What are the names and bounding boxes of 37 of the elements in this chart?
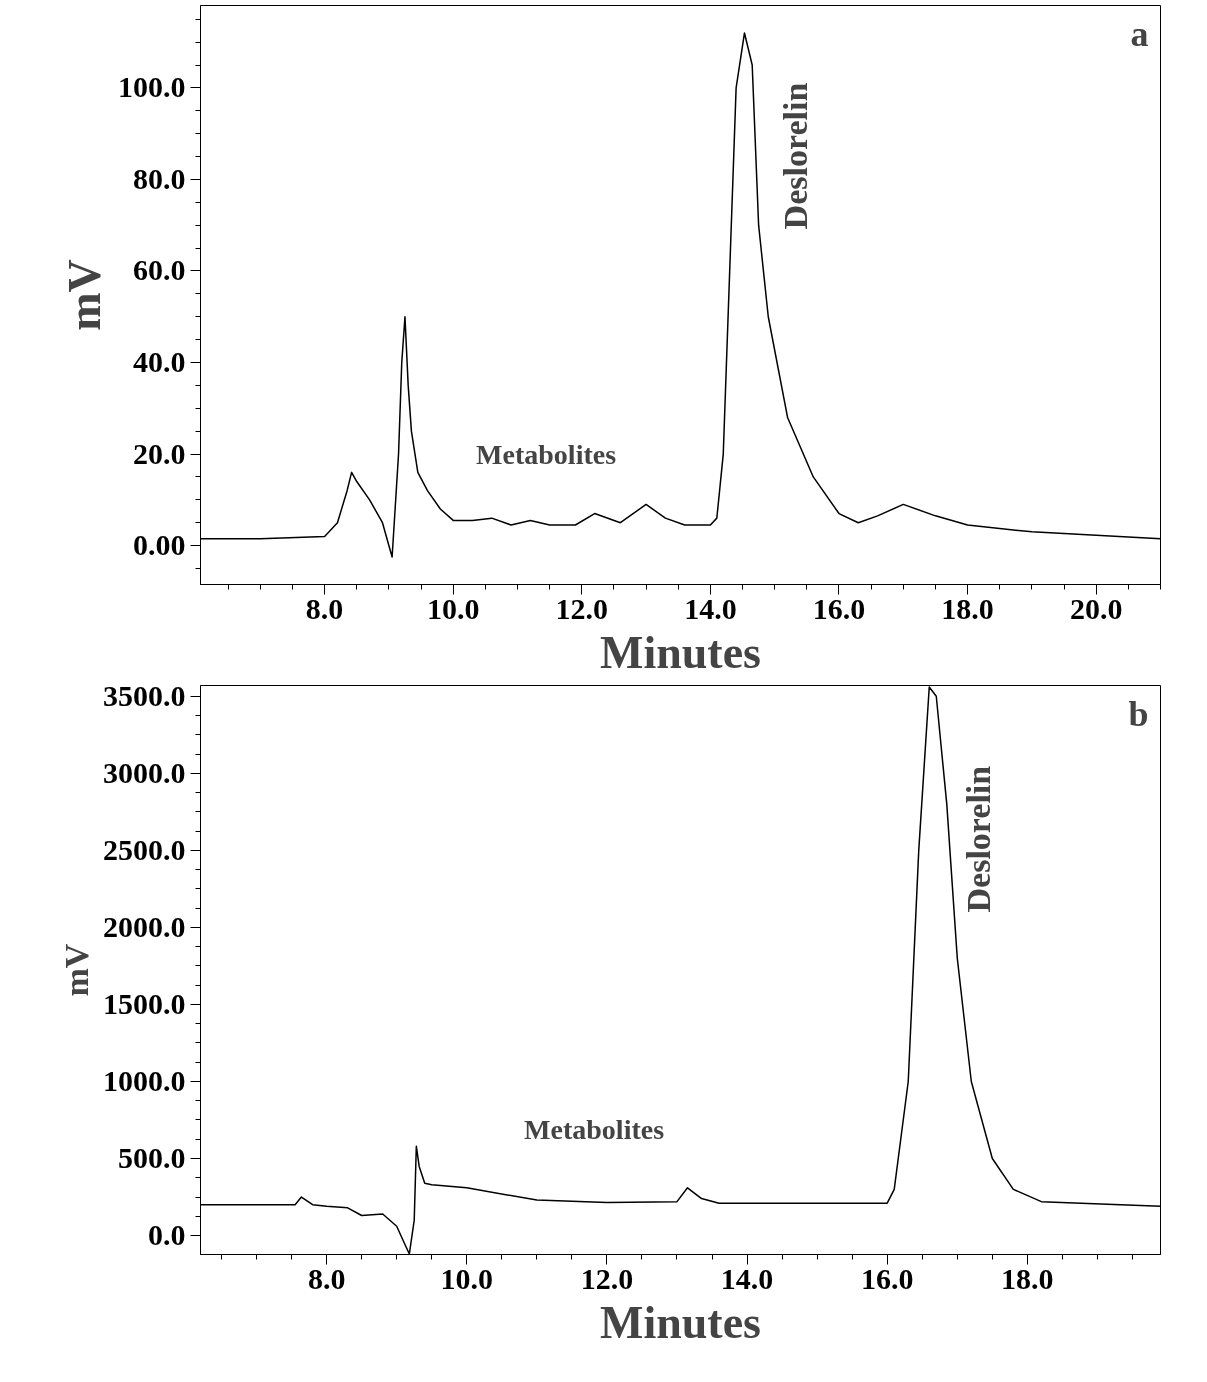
y-axis-title: mV <box>58 943 95 997</box>
x-axis-title: Minutes <box>600 626 761 678</box>
x-axis-title: Minutes <box>600 1296 761 1348</box>
chart-title: b <box>1128 693 1149 734</box>
annotation: Metabolites <box>524 1113 665 1145</box>
y-tick-label: 1000.0 <box>103 1063 186 1097</box>
x-tick-label: 10.0 <box>426 591 480 625</box>
y-tick-label: 80.0 <box>133 161 186 195</box>
y-tick-label: 2000.0 <box>103 909 186 943</box>
y-tick-label: 0.00 <box>133 528 186 562</box>
x-tick-label: 14.0 <box>720 1261 774 1295</box>
y-tick-label: 20.0 <box>133 436 186 470</box>
chart-title: a <box>1130 13 1149 54</box>
y-tick-label: 3500.0 <box>103 678 186 712</box>
annotation: Metabolites <box>476 438 617 470</box>
y-tick-label: 60.0 <box>133 253 186 287</box>
y-tick-label: 3000.0 <box>103 755 186 789</box>
x-tick-label: 8.0 <box>305 591 344 625</box>
x-tick-label: 18.0 <box>1001 1261 1054 1295</box>
annotation: Deslorelin <box>959 765 997 913</box>
y-tick-label: 40.0 <box>133 345 186 379</box>
x-tick-label: 20.0 <box>1069 591 1123 625</box>
x-tick-label: 16.0 <box>812 591 866 625</box>
x-tick-label: 12.0 <box>555 591 609 625</box>
y-tick-label: 0.0 <box>148 1218 186 1252</box>
y-tick-label: 100.0 <box>118 70 186 104</box>
annotation: Deslorelin <box>777 82 815 230</box>
x-tick-label: 8.0 <box>307 1261 346 1295</box>
x-tick-label: 16.0 <box>860 1261 914 1295</box>
x-tick-label: 18.0 <box>941 591 994 625</box>
y-tick-label: 1500.0 <box>103 986 186 1020</box>
x-tick-label: 14.0 <box>684 591 737 625</box>
y-tick-label: 500.0 <box>118 1141 186 1175</box>
y-axis-title: mV <box>59 259 110 331</box>
x-tick-label: 10.0 <box>440 1261 494 1295</box>
y-tick-label: 2500.0 <box>103 832 186 866</box>
x-tick-label: 12.0 <box>580 1261 634 1295</box>
